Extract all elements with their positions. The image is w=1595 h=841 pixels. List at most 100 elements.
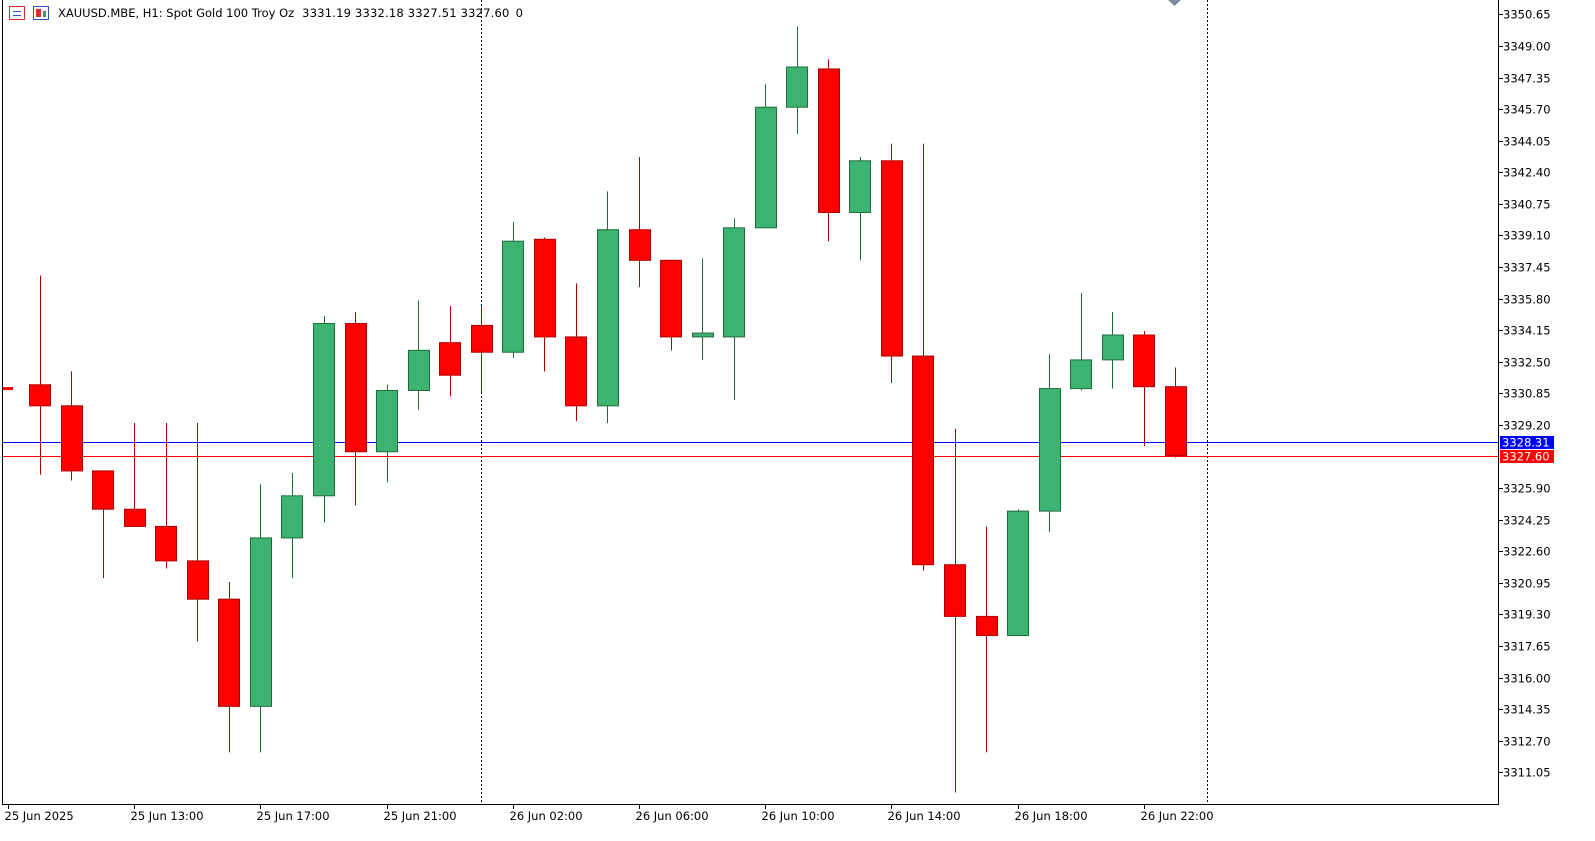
time-tick-label: 25 Jun 13:00 — [131, 809, 204, 823]
candle — [881, 143, 903, 383]
price-tick-label: 3350.65 — [1503, 8, 1551, 22]
price-tick-label: 3316.00 — [1503, 672, 1551, 686]
price-tick-label: 3344.05 — [1503, 135, 1551, 149]
candle — [1007, 509, 1029, 637]
candle-body — [29, 384, 51, 407]
candle — [502, 222, 524, 358]
candle — [534, 237, 556, 372]
candle — [1039, 354, 1061, 533]
candle — [345, 312, 367, 506]
time-tick-label: 26 Jun 02:00 — [510, 809, 583, 823]
candle — [281, 472, 303, 579]
price-tick-label: 3337.45 — [1503, 261, 1551, 275]
last-price-badge: 3327.60 — [1500, 450, 1554, 464]
candle — [313, 315, 335, 523]
price-tick-label: 3330.85 — [1503, 387, 1551, 401]
candle-body — [61, 405, 83, 472]
candle — [976, 526, 998, 753]
candle-body — [471, 324, 493, 353]
candle — [250, 484, 272, 753]
last-price-badge-bg — [1500, 450, 1554, 463]
last-price-badge-label: 3327.60 — [1502, 450, 1550, 464]
candle — [92, 470, 114, 579]
chart-shift-marker — [1168, 0, 1181, 6]
time-tick-label: 26 Jun 14:00 — [888, 809, 961, 823]
candle — [597, 191, 619, 424]
candle-body — [534, 238, 556, 338]
time-tick-label: 25 Jun 21:00 — [384, 809, 457, 823]
time-axis: 25 Jun 2025 25 Jun 13:00 25 Jun 17:00 25 Ju… — [5, 804, 1214, 823]
price-tick-label: 3332.50 — [1503, 356, 1551, 370]
candle-body — [187, 560, 209, 600]
candle-body — [1039, 388, 1061, 512]
time-tick-label: 26 Jun 18:00 — [1015, 809, 1088, 823]
price-tick-label: 3349.00 — [1503, 40, 1551, 54]
price-tick-label: 3319.30 — [1503, 608, 1551, 622]
candle-body — [944, 564, 966, 617]
candle — [912, 143, 934, 571]
axes — [2, 0, 1499, 805]
candle-body — [502, 240, 524, 353]
candle — [1133, 331, 1155, 447]
candle-body — [2, 387, 13, 391]
candle-chart-icon[interactable] — [33, 6, 49, 20]
candle — [155, 423, 177, 569]
candle — [565, 283, 587, 422]
price-tick-label: 3322.60 — [1503, 545, 1551, 559]
candle-body — [818, 68, 840, 213]
candle-body — [124, 508, 146, 527]
price-tick-label: 3312.70 — [1503, 735, 1551, 749]
price-tick-label: 3347.35 — [1503, 72, 1551, 86]
candle-body — [1165, 386, 1187, 457]
candle — [471, 306, 493, 393]
candle-body — [629, 229, 651, 261]
candle — [849, 156, 871, 261]
candle-body — [439, 342, 461, 376]
candle-body — [408, 349, 430, 392]
candle-body — [660, 259, 682, 338]
candle — [1165, 367, 1187, 458]
candle — [218, 581, 240, 753]
candle-body — [881, 160, 903, 357]
candle-body — [912, 355, 934, 566]
candle — [692, 258, 714, 360]
candle — [818, 59, 840, 242]
candle — [944, 428, 966, 793]
candle — [408, 300, 430, 410]
bid-price-badge-label: 3328.31 — [1502, 436, 1550, 450]
price-tick-label: 3335.80 — [1503, 293, 1551, 307]
candle-body — [849, 160, 871, 213]
candle — [1070, 292, 1092, 391]
list-icon[interactable] — [9, 6, 25, 20]
candle-body — [250, 537, 272, 707]
candle-body — [1133, 334, 1155, 388]
price-tick-label: 3340.75 — [1503, 198, 1551, 212]
ohlc-values: 3331.19 3332.18 3327.51 3327.60 — [302, 6, 510, 20]
chart-header: XAUUSD.MBE, H1: Spot Gold 100 Troy Oz 33… — [0, 0, 523, 26]
candle-body — [976, 615, 998, 637]
candle — [61, 371, 83, 481]
candle-body — [692, 332, 714, 338]
price-tick-label: 3345.70 — [1503, 103, 1551, 117]
time-tick-label: 26 Jun 10:00 — [762, 809, 835, 823]
price-lines — [3, 442, 1498, 457]
volume-value: 0 — [515, 6, 523, 20]
candle — [786, 26, 808, 134]
bid-price-badge-bg — [1500, 436, 1554, 449]
price-tick-label: 3325.90 — [1503, 482, 1551, 496]
candle-body — [218, 598, 240, 707]
period-separators — [481, 0, 1208, 804]
price-tick-label: 3324.25 — [1503, 514, 1551, 528]
candle-body — [281, 495, 303, 539]
candle — [124, 423, 146, 527]
candle — [629, 156, 651, 288]
candle-body — [597, 229, 619, 407]
candle — [2, 387, 13, 391]
candle — [439, 306, 461, 397]
candle — [660, 259, 682, 351]
price-tick-label: 3329.20 — [1503, 419, 1551, 433]
candle — [187, 423, 209, 642]
candle — [29, 275, 51, 475]
